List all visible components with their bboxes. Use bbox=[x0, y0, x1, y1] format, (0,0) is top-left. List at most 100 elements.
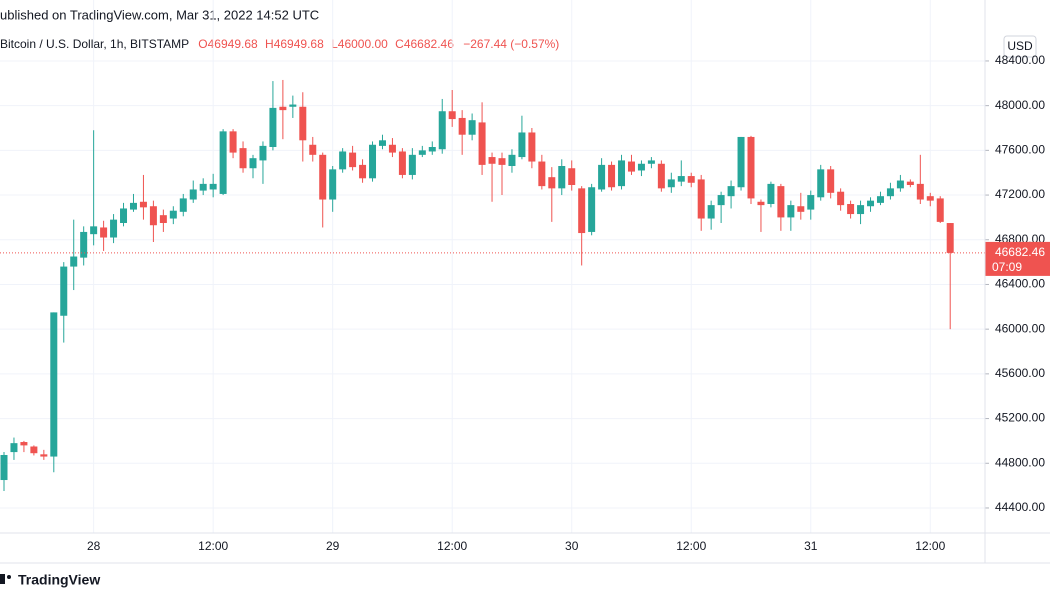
candle-body bbox=[787, 205, 795, 218]
candle-body bbox=[847, 203, 855, 215]
candle-body bbox=[468, 120, 476, 135]
candle-body bbox=[667, 179, 675, 188]
candle-body bbox=[299, 106, 307, 141]
y-tick-label: 44400.00 bbox=[995, 500, 1045, 514]
candle-body bbox=[369, 144, 377, 179]
y-tick-label: 48000.00 bbox=[995, 98, 1045, 112]
candle-body bbox=[498, 158, 506, 165]
candle-body bbox=[159, 215, 167, 223]
candle-body bbox=[289, 104, 297, 107]
x-tick-label: 29 bbox=[326, 539, 340, 553]
x-tick-label: 12:00 bbox=[915, 539, 945, 553]
candle-body bbox=[80, 231, 88, 258]
candle-body bbox=[807, 195, 815, 210]
candle-body bbox=[827, 169, 835, 193]
candle-body bbox=[179, 198, 187, 212]
candle-body bbox=[120, 208, 128, 223]
candle-body bbox=[20, 442, 28, 446]
candle-body bbox=[548, 177, 556, 189]
candle-body bbox=[478, 122, 486, 165]
last-price-tag bbox=[985, 241, 1050, 276]
candle-body bbox=[697, 179, 705, 219]
candle-body bbox=[418, 150, 426, 155]
candle-body bbox=[110, 219, 118, 238]
candle-body bbox=[169, 210, 177, 219]
candle-body bbox=[767, 183, 775, 204]
x-tick-label: 12:00 bbox=[198, 539, 228, 553]
candle-body bbox=[578, 188, 586, 234]
candle-body bbox=[149, 206, 157, 226]
candle-body bbox=[428, 147, 436, 152]
candle-body bbox=[359, 164, 367, 179]
candle-body bbox=[946, 223, 954, 253]
candle-body bbox=[737, 136, 745, 188]
candle-body bbox=[867, 200, 875, 207]
candle-body bbox=[687, 176, 695, 183]
candle-body bbox=[608, 164, 616, 188]
candle-body bbox=[926, 196, 934, 201]
candle-body bbox=[598, 164, 606, 190]
x-tick-label: 31 bbox=[804, 539, 818, 553]
y-tick-label: 46400.00 bbox=[995, 277, 1045, 291]
candle-body bbox=[129, 202, 137, 210]
candle-body bbox=[139, 201, 147, 208]
candle-body bbox=[249, 158, 257, 169]
last-price-label: 46682.46 bbox=[995, 245, 1045, 259]
candle-body bbox=[408, 154, 416, 175]
candle-body bbox=[438, 111, 446, 150]
ohlc-low: L46000.00 bbox=[331, 37, 388, 51]
candle-body bbox=[916, 183, 924, 200]
candle-body bbox=[30, 446, 38, 454]
x-tick-label: 12:00 bbox=[676, 539, 706, 553]
candle-body bbox=[707, 205, 715, 219]
ohlc-high: H46949.68 bbox=[265, 37, 324, 51]
candle-body bbox=[329, 169, 337, 200]
candle-body bbox=[936, 198, 944, 222]
legend: Bitcoin / U.S. Dollar, 1h, BITSTAMP O469… bbox=[0, 37, 559, 51]
candle-body bbox=[70, 256, 78, 267]
candle-body bbox=[886, 188, 894, 197]
candle-body bbox=[60, 266, 68, 316]
candle-body bbox=[508, 154, 516, 167]
candle-body bbox=[727, 186, 735, 197]
brand: TradingView bbox=[18, 572, 100, 588]
symbol: Bitcoin / U.S. Dollar, 1h, BITSTAMP bbox=[0, 37, 189, 51]
candle-body bbox=[647, 160, 655, 164]
candle-body bbox=[229, 131, 237, 153]
candle-body bbox=[588, 187, 596, 232]
candle-body bbox=[388, 144, 396, 153]
candle-body bbox=[837, 191, 845, 206]
candle-body bbox=[339, 151, 347, 170]
candle-body bbox=[309, 144, 317, 155]
candle-body bbox=[458, 117, 466, 135]
brand-logo bbox=[0, 574, 11, 584]
y-tick-label: 47600.00 bbox=[995, 143, 1045, 157]
y-tick-label: 45600.00 bbox=[995, 366, 1045, 380]
candle-body bbox=[100, 227, 108, 238]
candle-body bbox=[319, 154, 327, 200]
x-tick-label: 30 bbox=[565, 539, 579, 553]
candle-body bbox=[378, 140, 386, 146]
candle-body bbox=[876, 196, 884, 203]
candle-body bbox=[269, 107, 277, 148]
y-tick-label: 45200.00 bbox=[995, 411, 1045, 425]
candle-body bbox=[717, 195, 725, 206]
candle-body bbox=[189, 189, 197, 200]
x-tick-label: 28 bbox=[87, 539, 101, 553]
x-tick-label: 12:00 bbox=[437, 539, 467, 553]
candle-body bbox=[199, 183, 207, 191]
candle-body bbox=[637, 163, 645, 171]
candle-body bbox=[518, 132, 526, 158]
candle-body bbox=[0, 454, 8, 481]
candle-body bbox=[797, 206, 805, 212]
candle-body bbox=[558, 166, 566, 189]
y-tick-label: 44800.00 bbox=[995, 455, 1045, 469]
countdown: 07:09 bbox=[992, 260, 1022, 274]
candle-body bbox=[857, 205, 865, 215]
published-note: ublished on TradingView.com, Mar 31, 202… bbox=[0, 7, 319, 22]
currency-box[interactable] bbox=[1003, 35, 1037, 58]
candle-body bbox=[398, 151, 406, 175]
candle-body bbox=[279, 106, 287, 111]
